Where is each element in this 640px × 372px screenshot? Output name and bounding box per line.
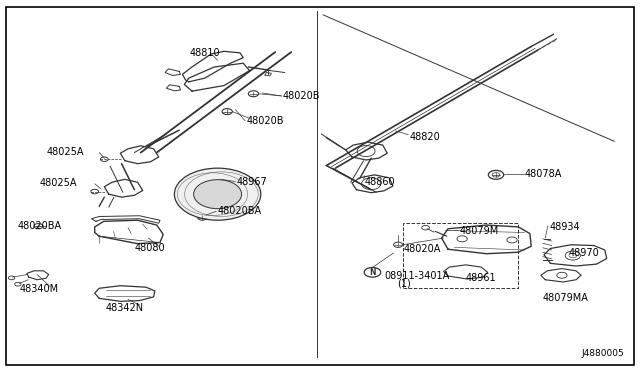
Text: 48820: 48820 — [410, 132, 440, 142]
Text: 48020B: 48020B — [246, 116, 284, 126]
Text: 48079MA: 48079MA — [543, 294, 589, 303]
Text: 48860: 48860 — [365, 177, 396, 186]
Ellipse shape — [175, 168, 261, 220]
Text: 48020BA: 48020BA — [218, 206, 262, 216]
Bar — [403, 223, 518, 288]
Text: 48810: 48810 — [189, 48, 220, 58]
Text: J4880005: J4880005 — [581, 349, 624, 358]
Text: 48025A: 48025A — [40, 178, 77, 188]
Text: 48970: 48970 — [568, 248, 599, 258]
Text: 48020BA: 48020BA — [18, 221, 62, 231]
Ellipse shape — [194, 180, 242, 209]
Text: (1): (1) — [397, 279, 410, 288]
Text: 48967: 48967 — [237, 177, 268, 186]
Text: 48342N: 48342N — [106, 303, 144, 313]
Text: 48934: 48934 — [549, 222, 580, 232]
Text: 48961: 48961 — [466, 273, 497, 283]
Text: 48340M: 48340M — [19, 285, 58, 294]
Text: 48020B: 48020B — [283, 91, 321, 101]
Text: N: N — [369, 268, 376, 277]
Text: 48020A: 48020A — [403, 244, 440, 254]
Text: 48080: 48080 — [134, 244, 165, 253]
Text: 08911-3401A: 08911-3401A — [384, 271, 449, 281]
Text: 48079M: 48079M — [460, 227, 499, 236]
Text: 48025A: 48025A — [46, 147, 84, 157]
Text: 48078A: 48078A — [525, 169, 562, 179]
